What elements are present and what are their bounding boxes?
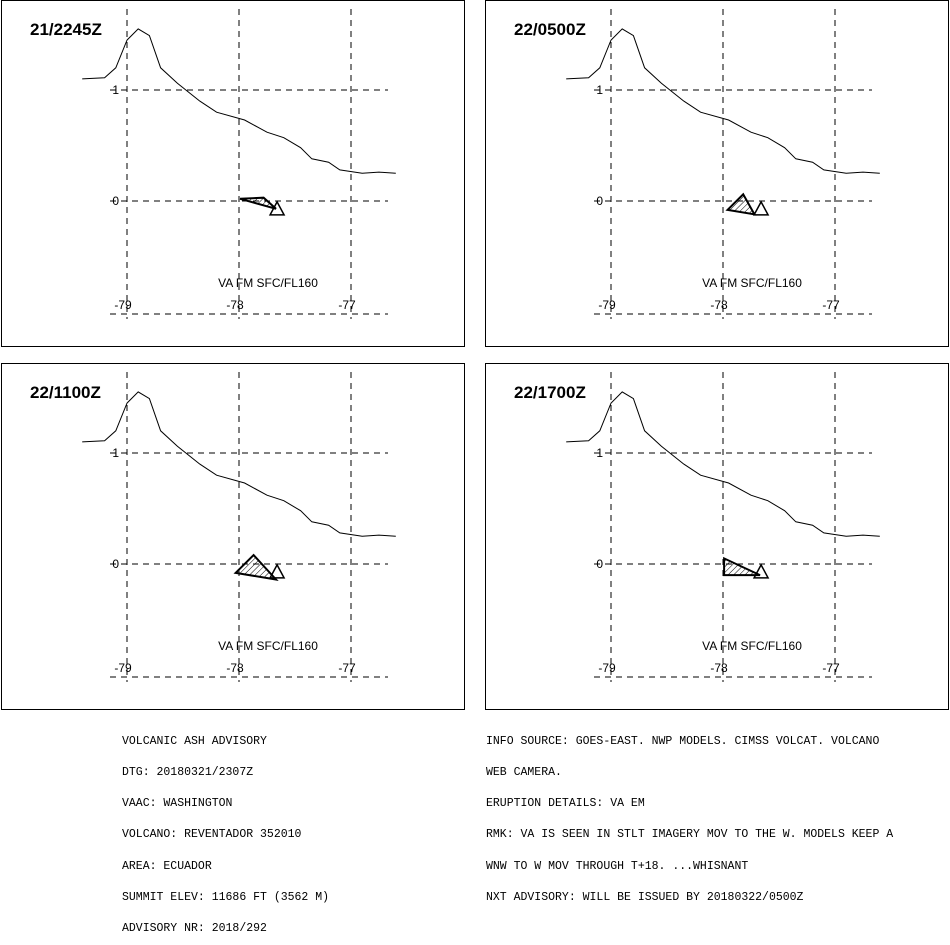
lat-label-0: 0 — [112, 194, 119, 208]
ash-cloud-polygon — [239, 196, 277, 210]
advisory-next: NXT ADVISORY: WILL BE ISSUED BY 20180322… — [486, 890, 804, 904]
lat-label-1: 1 — [112, 83, 119, 97]
lon-label-w78: -78 — [226, 661, 244, 675]
advisory-remarks-cont: WNW TO W MOV THROUGH T+18. ...WHISNANT — [486, 859, 749, 873]
ash-level-label: VA FM SFC/FL160 — [702, 276, 802, 290]
ash-level-label: VA FM SFC/FL160 — [218, 276, 318, 290]
volcano-icon — [268, 200, 286, 216]
lat-label-1: 1 — [112, 446, 119, 460]
volcano-icon — [268, 563, 286, 579]
lon-label-w78: -78 — [710, 298, 728, 312]
lon-label-w77: -77 — [338, 298, 356, 312]
lon-label-w78: -78 — [710, 661, 728, 675]
coastline — [82, 28, 396, 174]
lon-label-w79: -79 — [114, 661, 132, 675]
lat-label-1: 1 — [596, 83, 603, 97]
ash-cloud-polygon — [725, 192, 757, 216]
advisory-info-right: INFO SOURCE: GOES-EAST. NWP MODELS. CIMS… — [486, 716, 893, 914]
map-panel-2: 1 0 -79 -78 -77 22/0500Z VA FM SFC/FL160 — [514, 9, 880, 319]
advisory-vaac: VAAC: WASHINGTON — [122, 797, 233, 811]
advisory-number: ADVISORY NR: 2018/292 — [122, 922, 267, 936]
lat-label-0: 0 — [112, 557, 119, 571]
lon-label-w77: -77 — [822, 661, 840, 675]
lat-label-1: 1 — [596, 446, 603, 460]
advisory-info-left: VOLCANIC ASH ADVISORY DTG: 20180321/2307… — [122, 716, 329, 945]
coastline — [566, 391, 880, 537]
coastline — [566, 28, 880, 174]
forecast-panel-4: 1 0 -79 -78 -77 22/1700Z VA FM SFC/FL160 — [485, 363, 949, 710]
forecast-panel-1: 1 0 -79 -78 -77 21/2245Z VA FM SFC/FL160 — [1, 0, 465, 347]
advisory-info-source: INFO SOURCE: GOES-EAST. NWP MODELS. CIMS… — [486, 734, 880, 748]
ash-cloud-polygon — [233, 553, 279, 581]
lat-label-0: 0 — [596, 194, 603, 208]
ash-level-label: VA FM SFC/FL160 — [218, 639, 318, 653]
advisory-summit-elev: SUMMIT ELEV: 11686 FT (3562 M) — [122, 890, 330, 904]
lon-label-w79: -79 — [598, 661, 616, 675]
advisory-dtg: DTG: 20180321/2307Z — [122, 766, 254, 780]
forecast-panel-2: 1 0 -79 -78 -77 22/0500Z VA FM SFC/FL160 — [485, 0, 949, 347]
advisory-eruption-details: ERUPTION DETAILS: VA EM — [486, 797, 645, 811]
advisory-area: AREA: ECUADOR — [122, 859, 212, 873]
coastline — [82, 391, 396, 537]
lon-label-w79: -79 — [598, 298, 616, 312]
lon-label-w79: -79 — [114, 298, 132, 312]
volcano-icon — [752, 200, 770, 216]
volcano-icon — [752, 563, 770, 579]
advisory-info-source-cont: WEB CAMERA. — [486, 766, 562, 780]
advisory-volcano: VOLCANO: REVENTADOR 352010 — [122, 828, 302, 842]
lon-label-w77: -77 — [822, 298, 840, 312]
forecast-panel-3: 1 0 -79 -78 -77 22/1100Z VA FM SFC/FL160 — [1, 363, 465, 710]
lon-label-w78: -78 — [226, 298, 244, 312]
lat-label-0: 0 — [596, 557, 603, 571]
map-panel-4: 1 0 -79 -78 -77 22/1700Z VA FM SFC/FL160 — [514, 372, 880, 682]
panel-time-label: 22/1100Z — [30, 383, 101, 402]
ash-cloud-polygon — [723, 556, 761, 577]
panel-time-label: 22/0500Z — [514, 20, 586, 39]
map-panel-1: 1 0 -79 -78 -77 21/2245Z VA FM SFC/FL160 — [30, 9, 396, 319]
lon-label-w77: -77 — [338, 661, 356, 675]
advisory-remarks: RMK: VA IS SEEN IN STLT IMAGERY MOV TO T… — [486, 828, 894, 842]
panel-time-label: 21/2245Z — [30, 20, 102, 39]
map-panel-3: 1 0 -79 -78 -77 22/1100Z VA FM SFC/FL160 — [30, 372, 396, 682]
ash-level-label: VA FM SFC/FL160 — [702, 639, 802, 653]
panel-time-label: 22/1700Z — [514, 383, 586, 402]
advisory-title: VOLCANIC ASH ADVISORY — [122, 734, 267, 748]
